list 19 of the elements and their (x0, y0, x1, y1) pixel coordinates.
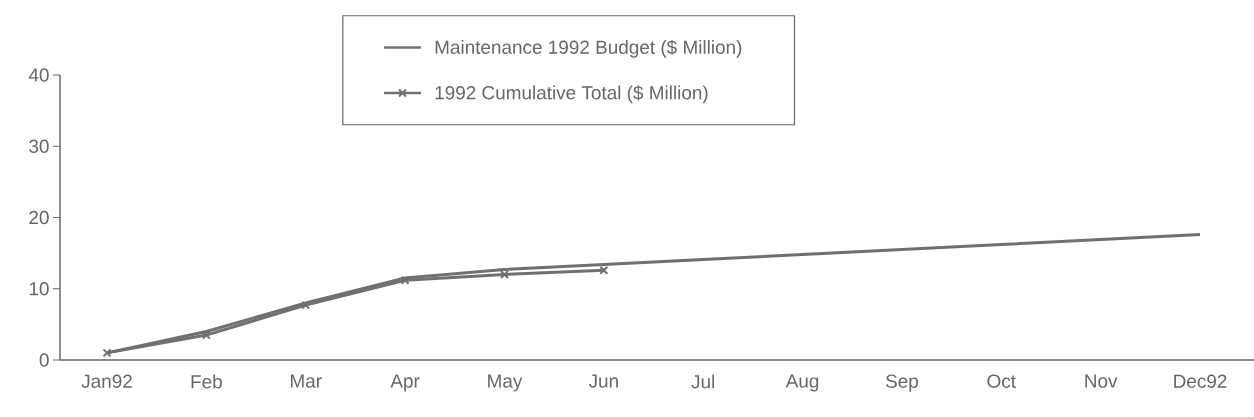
x-tick-label: Sep (885, 374, 918, 392)
legend-label: Maintenance 1992 Budget ($ Million) (435, 39, 742, 58)
x-tick-label: May (488, 374, 523, 392)
x-tick-label: Mar (290, 374, 322, 388)
x-tick-label: Aug (785, 374, 819, 392)
y-tick-label: 0 (39, 353, 49, 367)
x-tick-label: Jan92 (81, 374, 132, 388)
x-tick-label: Jul (691, 374, 715, 389)
x-tick-label: Dec92 (1174, 374, 1227, 388)
x-tick-label: Apr (390, 374, 420, 392)
y-tick-label: 20 (29, 210, 49, 225)
legend-label: 1992 Cumulative Total ($ Million) (435, 85, 708, 104)
x-tick-label: Feb (191, 374, 222, 389)
y-tick-label: 30 (29, 139, 49, 153)
x-tick-label: Oct (987, 374, 1016, 388)
y-tick-label: 40 (28, 68, 49, 82)
x-tick-label: Jun (588, 374, 618, 388)
y-tick-label: 10 (29, 282, 49, 296)
x-tick-label: Nov (1085, 374, 1118, 388)
